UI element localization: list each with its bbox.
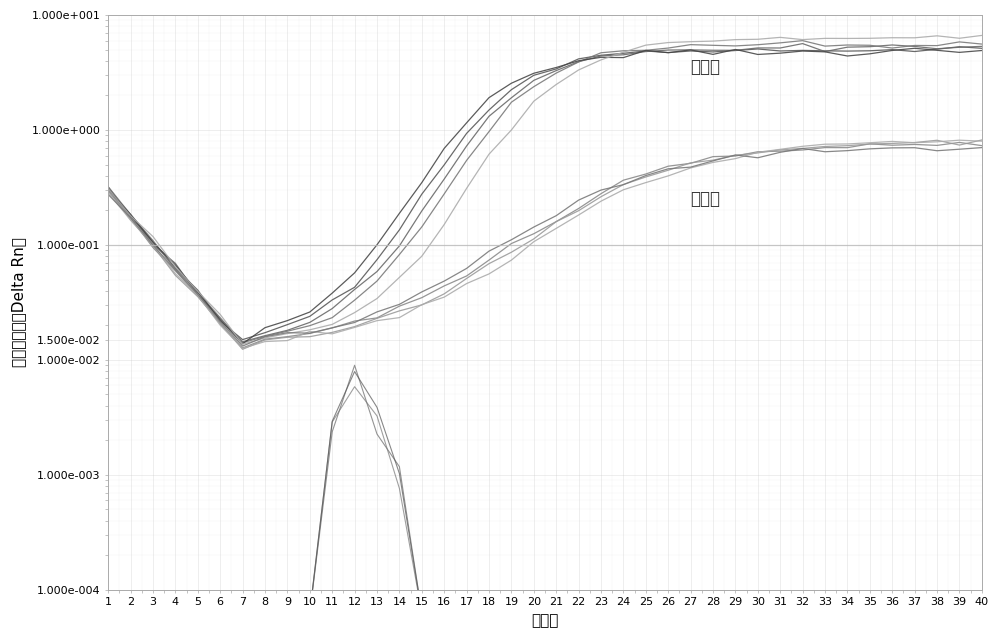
Text: 结核菌: 结核菌 — [691, 58, 721, 76]
X-axis label: 循环数: 循环数 — [531, 613, 559, 628]
Text: 志贺菌: 志贺菌 — [691, 190, 721, 208]
Y-axis label: 荧光信号値（Delta Rn）: 荧光信号値（Delta Rn） — [11, 238, 26, 367]
